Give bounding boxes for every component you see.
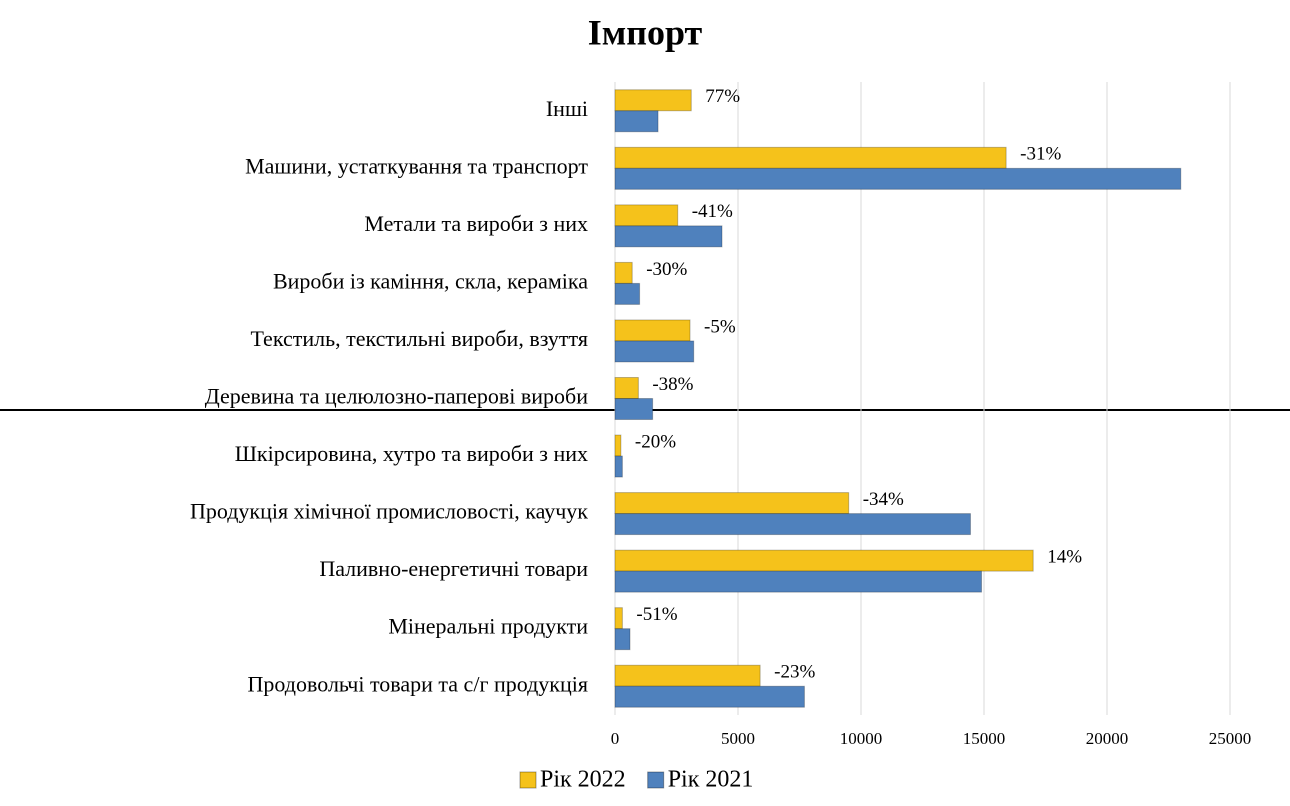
- category-label: Паливно-енергетичні товари: [319, 556, 588, 581]
- category-label: Продукція хімічної промисловості, каучук: [190, 499, 588, 524]
- bar: [614, 570, 983, 593]
- legend-swatch: [647, 771, 665, 789]
- bar: [614, 628, 631, 651]
- annotation: -34%: [863, 489, 904, 510]
- legend-label: Рік 2022: [540, 767, 626, 793]
- bar: [614, 607, 623, 630]
- bar: [614, 89, 692, 112]
- x-tick-label: 20000: [1086, 729, 1129, 748]
- x-tick-label: 25000: [1209, 729, 1252, 748]
- bar: [614, 167, 1182, 190]
- bar: [614, 261, 633, 284]
- bar: [614, 549, 1034, 572]
- category-label: Інші: [546, 96, 588, 121]
- bar: [614, 204, 679, 227]
- bar: [614, 513, 971, 536]
- annotation: -31%: [1020, 144, 1061, 165]
- category-label: Вироби із каміння, скла, кераміка: [273, 268, 588, 293]
- bar: [614, 455, 623, 478]
- annotation: -41%: [692, 201, 733, 222]
- annotation: 14%: [1047, 546, 1082, 567]
- legend-swatch: [519, 771, 537, 789]
- category-label: Машини, устаткування та транспорт: [245, 153, 588, 178]
- bar: [614, 225, 723, 248]
- legend-label: Рік 2021: [668, 767, 754, 793]
- category-label: Метали та вироби з них: [364, 211, 588, 236]
- bar: [614, 434, 622, 457]
- bar: [614, 340, 695, 363]
- bar: [614, 110, 659, 133]
- annotation: -5%: [704, 316, 736, 337]
- bar: [614, 492, 850, 515]
- x-tick-label: 15000: [963, 729, 1006, 748]
- annotation: -20%: [635, 431, 676, 452]
- bar: [614, 319, 691, 342]
- category-label: Шкірсировина, хутро та вироби з них: [235, 441, 588, 466]
- bar: [614, 377, 639, 399]
- annotation: -23%: [774, 662, 815, 683]
- category-label: Продовольчі товари та с/г продукція: [248, 671, 588, 696]
- bar: [614, 664, 761, 687]
- bar: [614, 398, 654, 420]
- annotation: -51%: [636, 604, 677, 625]
- x-tick-label: 0: [611, 729, 620, 748]
- annotation: 77%: [705, 86, 740, 107]
- x-tick-label: 5000: [721, 729, 755, 748]
- bar: [614, 282, 641, 305]
- chart-title: Імпорт: [588, 12, 703, 52]
- x-tick-label: 10000: [840, 729, 883, 748]
- bar: [614, 685, 805, 708]
- category-label: Мінеральні продукти: [388, 614, 588, 639]
- annotation: -38%: [652, 374, 693, 395]
- category-label: Деревина та целюлозно-паперові вироби: [205, 384, 588, 409]
- annotation: -30%: [646, 259, 687, 280]
- bar: [614, 146, 1007, 169]
- category-label: Текстиль, текстильні вироби, взуття: [250, 326, 588, 351]
